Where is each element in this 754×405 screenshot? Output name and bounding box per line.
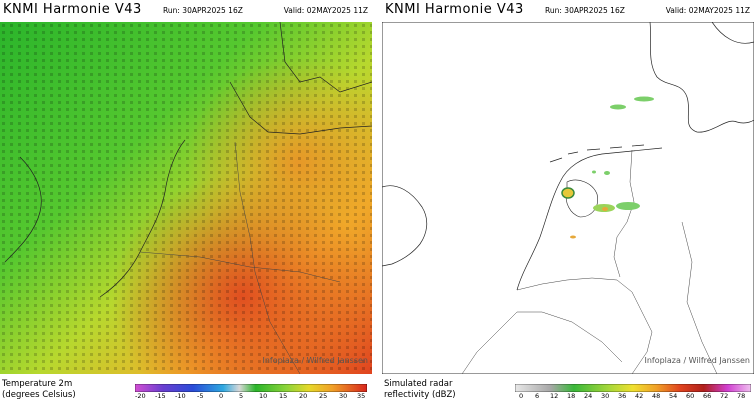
temperature-tick: 10 (259, 392, 268, 400)
temperature-tick: 15 (279, 392, 288, 400)
temperature-value-grid (0, 22, 372, 374)
radar-tick: 48 (652, 392, 661, 400)
temperature-tick: -20 (135, 392, 146, 400)
temperature-colorbar (135, 384, 367, 392)
temperature-legend-label: Temperature 2m (degrees Celsius) (2, 379, 76, 401)
radar-colorbar (515, 384, 751, 392)
radar-credit: Infoplaza / Wilfred Janssen (644, 356, 750, 365)
radar-tick: 42 (635, 392, 644, 400)
temperature-panel: KNMI Harmonie V43 Run: 30APR2025 16Z Val… (0, 0, 372, 405)
radar-header: KNMI Harmonie V43 Run: 30APR2025 16Z Val… (382, 0, 754, 22)
radar-echo (610, 104, 626, 110)
temperature-header: KNMI Harmonie V43 Run: 30APR2025 16Z Val… (0, 0, 372, 22)
radar-tick: 0 (519, 392, 524, 400)
temperature-tick: 5 (239, 392, 244, 400)
radar-tick: 36 (618, 392, 627, 400)
radar-tick: 78 (737, 392, 746, 400)
temperature-tick: 25 (319, 392, 328, 400)
temperature-legend-line2: (degrees Celsius) (2, 390, 76, 400)
temperature-tick: 20 (299, 392, 308, 400)
radar-tick: 30 (601, 392, 610, 400)
radar-echo (592, 170, 596, 174)
radar-run-time: Run: 30APR2025 16Z (545, 6, 625, 15)
radar-ijsselmeer (565, 179, 598, 218)
radar-coastline-nl (516, 147, 663, 291)
temperature-coastline (4, 81, 372, 298)
radar-coastline-uk (382, 185, 428, 267)
radar-tick: 6 (535, 392, 540, 400)
radar-tick: 54 (669, 392, 678, 400)
radar-echo (561, 187, 575, 199)
temperature-coastline-north (279, 22, 372, 93)
radar-valid-time: Valid: 02MAY2025 11Z (665, 6, 750, 15)
temperature-tick: -5 (197, 392, 204, 400)
radar-legend-line2: reflectivity (dBZ) (384, 390, 456, 400)
radar-legend-label: Simulated radar reflectivity (dBZ) (384, 379, 456, 401)
radar-border-de-east (681, 221, 718, 374)
radar-tick: 24 (584, 392, 593, 400)
temperature-run-time: Run: 30APR2025 16Z (163, 6, 243, 15)
radar-tick: 18 (567, 392, 576, 400)
radar-border-nl-de (613, 149, 635, 278)
temperature-tick: 35 (357, 392, 366, 400)
radar-echoes (561, 96, 654, 239)
radar-coastline-denmark (649, 22, 754, 133)
radar-border-be (516, 277, 653, 374)
temperature-tick: -10 (175, 392, 186, 400)
radar-legend-line1: Simulated radar (384, 379, 453, 389)
radar-tick: 66 (703, 392, 712, 400)
radar-tick: 72 (720, 392, 729, 400)
temperature-map (0, 22, 372, 374)
radar-echo (602, 207, 608, 211)
radar-tick: 60 (686, 392, 695, 400)
radar-echo (616, 202, 640, 210)
temperature-tick: 0 (219, 392, 224, 400)
radar-tick: 12 (550, 392, 559, 400)
radar-panel: KNMI Harmonie V43 Run: 30APR2025 16Z Val… (382, 0, 754, 405)
radar-echo (604, 171, 610, 175)
radar-echo (634, 96, 654, 102)
radar-border-fr (461, 311, 623, 374)
radar-wadden-islands (549, 144, 645, 163)
temperature-tick: -15 (155, 392, 166, 400)
radar-title: KNMI Harmonie V43 (385, 2, 524, 17)
radar-map (382, 22, 754, 374)
temperature-title: KNMI Harmonie V43 (3, 2, 142, 17)
radar-echo (570, 235, 576, 239)
temperature-tick: 30 (339, 392, 348, 400)
temperature-legend-line1: Temperature 2m (2, 379, 73, 389)
temperature-credit: Infoplaza / Wilfred Janssen (262, 356, 368, 365)
temperature-border (139, 141, 341, 374)
temperature-valid-time: Valid: 02MAY2025 11Z (283, 6, 368, 15)
